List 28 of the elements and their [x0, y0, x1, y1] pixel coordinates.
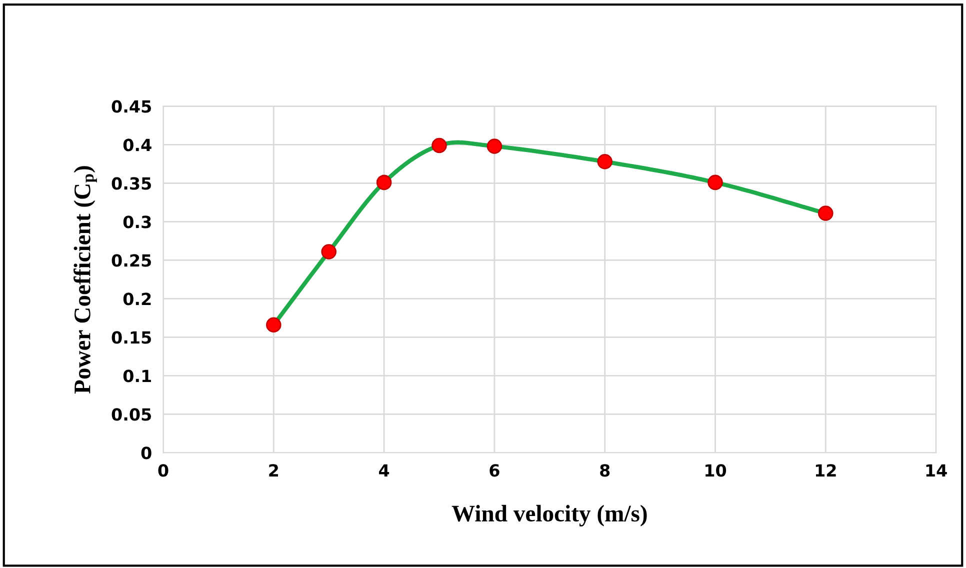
- y-tick-label: 0.3: [123, 216, 151, 228]
- y-tick-label: 0.15: [112, 331, 151, 344]
- y-tick-label: 0.25: [112, 254, 151, 267]
- x-tick-label: 14: [926, 464, 947, 476]
- y-tick-label: 0.35: [112, 177, 151, 190]
- point: [708, 174, 723, 190]
- point: [376, 174, 392, 190]
- x-axis-title: Wind velocity (m/s): [452, 504, 647, 526]
- y-tick-label: 0.4: [123, 138, 152, 152]
- y-tick-label: 0.2: [123, 292, 151, 306]
- x-tick-label: 2: [269, 464, 278, 476]
- point: [321, 244, 336, 260]
- x-tick-label: 8: [600, 464, 610, 477]
- x-tick-label: 4: [379, 464, 390, 476]
- x-tick-label: 6: [490, 464, 500, 477]
- y-tick-label: 0: [141, 446, 152, 460]
- point: [818, 206, 834, 221]
- point: [486, 138, 502, 154]
- y-tick-label: 0.1: [123, 370, 151, 382]
- point: [432, 138, 447, 154]
- x-tick-label: 0: [158, 464, 168, 477]
- y-axis-title: Power Coefficient (C$_{p}$): [74, 166, 97, 394]
- y-tick-label: 0.45: [112, 100, 151, 113]
- point: [266, 317, 282, 333]
- x-tick-label: 12: [816, 464, 836, 476]
- y-tick-label: 0.05: [112, 408, 151, 421]
- x-tick-label: 10: [706, 464, 726, 477]
- point: [597, 154, 612, 170]
